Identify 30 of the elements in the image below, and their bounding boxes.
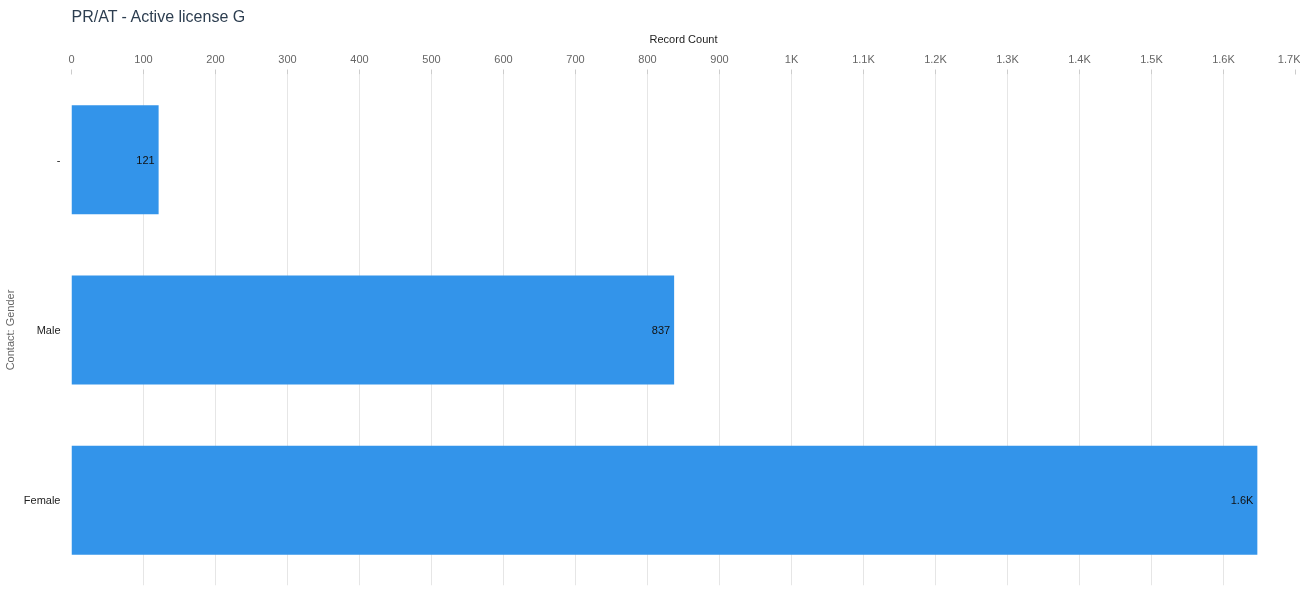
- x-tick-label: 600: [494, 52, 513, 65]
- x-tick-label: 800: [638, 52, 657, 65]
- x-tick-label: 1.4K: [1068, 52, 1092, 65]
- x-tick-label: 400: [350, 52, 369, 65]
- x-tick-label: 700: [566, 52, 585, 65]
- y-tick-label: Male: [36, 324, 61, 336]
- x-tick-label: 1.6K: [1212, 52, 1236, 65]
- x-tick-label: 0: [68, 52, 75, 65]
- x-tick-label: 1.2K: [924, 52, 948, 65]
- bar: [71, 105, 159, 215]
- x-tick-label: 1.3K: [996, 52, 1020, 65]
- x-tick-label: 200: [206, 52, 225, 65]
- y-axis-title: Contact: Gender: [3, 289, 16, 371]
- x-tick-label: 1.1K: [852, 52, 876, 65]
- x-tick-label: 500: [422, 52, 441, 65]
- data-label: 837: [651, 324, 671, 336]
- data-label: 121: [136, 153, 155, 166]
- chart-title: PR/AT - Active license G: [71, 7, 246, 25]
- bar: [71, 445, 1258, 555]
- x-tick-label: 100: [134, 52, 153, 65]
- bar: [71, 275, 675, 385]
- x-tick-label: 300: [278, 52, 297, 65]
- x-tick-label: 1K: [784, 52, 799, 65]
- x-tick-label: 900: [710, 52, 729, 65]
- x-axis-title: Record Count: [649, 32, 718, 45]
- x-tick-label: 1.5K: [1140, 52, 1164, 65]
- x-tick-label: 1.7K: [1277, 52, 1302, 65]
- y-tick-label: Female: [23, 494, 61, 507]
- data-label: 1.6K: [1230, 494, 1254, 507]
- y-tick-label: -: [56, 153, 61, 166]
